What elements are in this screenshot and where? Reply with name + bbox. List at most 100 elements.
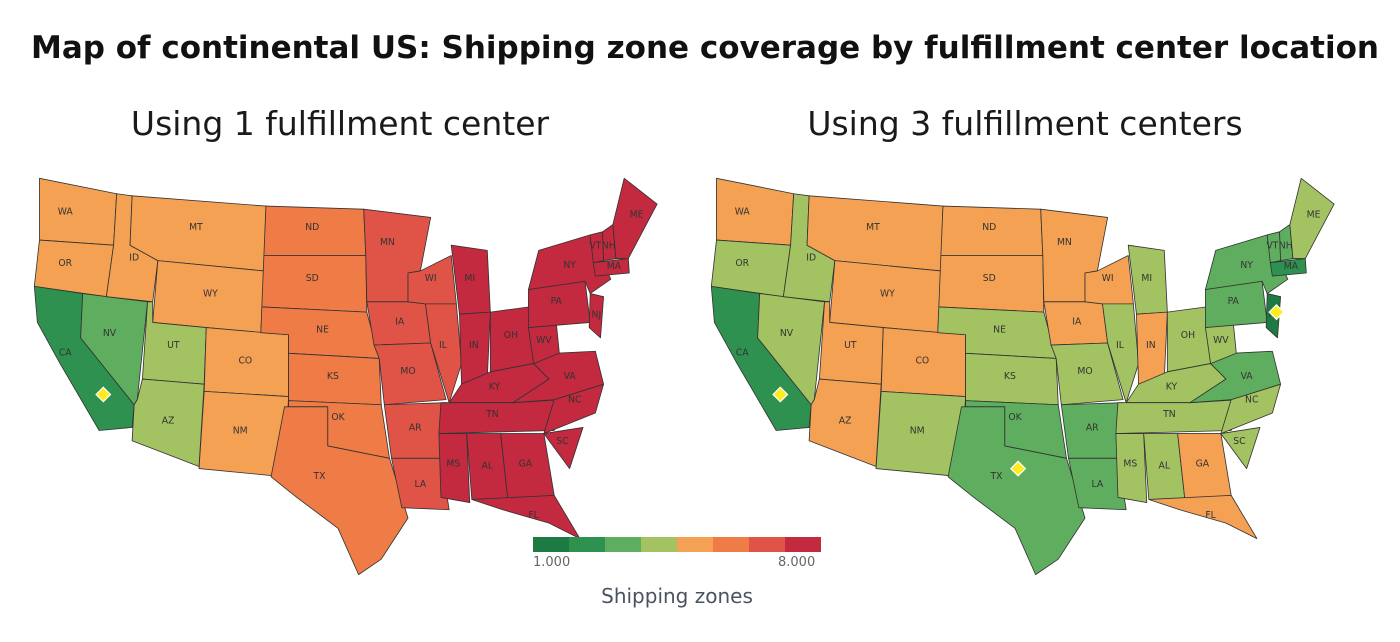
map-subtitle-one-center: Using 1 fulfillment center (130, 104, 550, 143)
state-mo (1050, 342, 1124, 406)
legend-title: Shipping zones (601, 584, 753, 608)
state-ms (438, 433, 471, 503)
fulfillment-center-marker-ca (772, 386, 789, 403)
state-label-me: ME (1307, 209, 1321, 220)
state-label-in: IN (1146, 340, 1156, 351)
state-tx (947, 406, 1086, 576)
state-label-vt: VT (589, 240, 601, 251)
state-label-or: OR (735, 258, 749, 269)
legend-swatch-4 (641, 537, 677, 552)
state-label-wi: WI (1102, 273, 1114, 284)
state-label-az: AZ (839, 415, 852, 426)
state-label-id: ID (129, 253, 139, 264)
state-label-ca: CA (736, 347, 749, 358)
legend-swatch-3 (605, 537, 641, 552)
state-label-ne: NE (316, 325, 329, 336)
state-label-mn: MN (1057, 237, 1072, 248)
state-label-mn: MN (380, 237, 395, 248)
state-label-mi: MI (464, 273, 475, 284)
state-label-ok: OK (1008, 412, 1022, 423)
us-map-one-center: WA OR CA NV ID MT WY UT AZ CO NM ND SD NE KS OK TX MN IA MO… (33, 177, 658, 576)
state-label-ut: UT (844, 340, 857, 351)
state-label-mt: MT (189, 222, 203, 233)
state-label-wy: WY (880, 289, 895, 300)
state-label-ks: KS (327, 371, 339, 382)
state-ma (1269, 258, 1307, 277)
state-label-ny: NY (1240, 260, 1253, 271)
state-label-oh: OH (1181, 330, 1195, 341)
state-label-mo: MO (400, 366, 415, 377)
state-label-in: IN (469, 340, 479, 351)
state-label-al: AL (482, 461, 494, 472)
state-va (512, 350, 604, 404)
state-label-tn: TN (485, 409, 499, 420)
state-label-co: CO (238, 356, 252, 367)
state-label-va: VA (564, 371, 577, 382)
legend-swatch-1 (533, 537, 569, 552)
state-label-nd: ND (305, 222, 319, 233)
legend-swatch-8 (785, 537, 821, 552)
state-ma (592, 258, 630, 277)
state-sc (1220, 426, 1261, 469)
state-va (1189, 350, 1281, 404)
state-label-nc: NC (568, 395, 581, 406)
state-label-ga: GA (1196, 459, 1210, 470)
us-map-three-centers: WA OR CA NV ID MT WY UT AZ CO NM ND SD NE KS OK TX MN IA MO… (710, 177, 1335, 576)
state-label-nv: NV (780, 328, 794, 339)
legend-color-scale (533, 537, 821, 552)
state-label-mo: MO (1077, 366, 1092, 377)
state-label-nd: ND (982, 222, 996, 233)
state-label-va: VA (1241, 371, 1254, 382)
state-label-pa: PA (551, 296, 563, 307)
state-label-la: LA (415, 479, 427, 490)
state-la (391, 457, 450, 511)
state-label-tx: TX (989, 471, 1003, 482)
state-label-ny: NY (563, 260, 576, 271)
state-label-sc: SC (556, 436, 568, 447)
state-label-ok: OK (331, 412, 345, 423)
state-label-oh: OH (504, 330, 518, 341)
state-me (1289, 177, 1335, 259)
state-label-nh: NH (1279, 240, 1293, 251)
state-label-mi: MI (1141, 273, 1152, 284)
state-label-il: IL (439, 340, 448, 351)
state-label-wa: WA (58, 206, 74, 217)
state-label-vt: VT (1266, 240, 1278, 251)
state-label-nv: NV (103, 328, 117, 339)
state-il (1102, 303, 1139, 404)
state-label-ut: UT (167, 340, 180, 351)
state-label-ma: MA (607, 261, 622, 272)
state-label-ga: GA (519, 459, 533, 470)
state-label-ne: NE (993, 325, 1006, 336)
state-label-ia: IA (395, 316, 405, 327)
state-label-ms: MS (1123, 459, 1137, 470)
state-label-fl: FL (528, 510, 539, 521)
legend-swatch-5 (677, 537, 713, 552)
state-label-me: ME (630, 209, 644, 220)
state-fl (1148, 494, 1258, 539)
state-label-tx: TX (312, 471, 326, 482)
state-label-il: IL (1116, 340, 1125, 351)
state-me (612, 177, 658, 259)
state-label-mt: MT (866, 222, 880, 233)
legend-min-label: 1.000 (533, 555, 571, 570)
state-label-ks: KS (1004, 371, 1016, 382)
state-ms (1115, 433, 1148, 503)
map-subtitle-three-centers: Using 3 fulfillment centers (807, 104, 1243, 143)
state-label-wy: WY (203, 289, 218, 300)
state-wa (39, 177, 118, 246)
state-label-sc: SC (1233, 436, 1245, 447)
state-label-sd: SD (983, 273, 996, 284)
state-label-ms: MS (446, 459, 460, 470)
state-label-sd: SD (306, 273, 319, 284)
state-label-nj: NJ (592, 309, 602, 320)
state-label-nm: NM (910, 426, 925, 437)
state-label-ca: CA (59, 347, 72, 358)
state-label-al: AL (1159, 461, 1171, 472)
state-nj (588, 293, 604, 339)
state-label-la: LA (1092, 479, 1104, 490)
state-label-ia: IA (1072, 316, 1082, 327)
legend-swatch-7 (749, 537, 785, 552)
state-label-wi: WI (425, 273, 437, 284)
state-label-az: AZ (162, 415, 175, 426)
